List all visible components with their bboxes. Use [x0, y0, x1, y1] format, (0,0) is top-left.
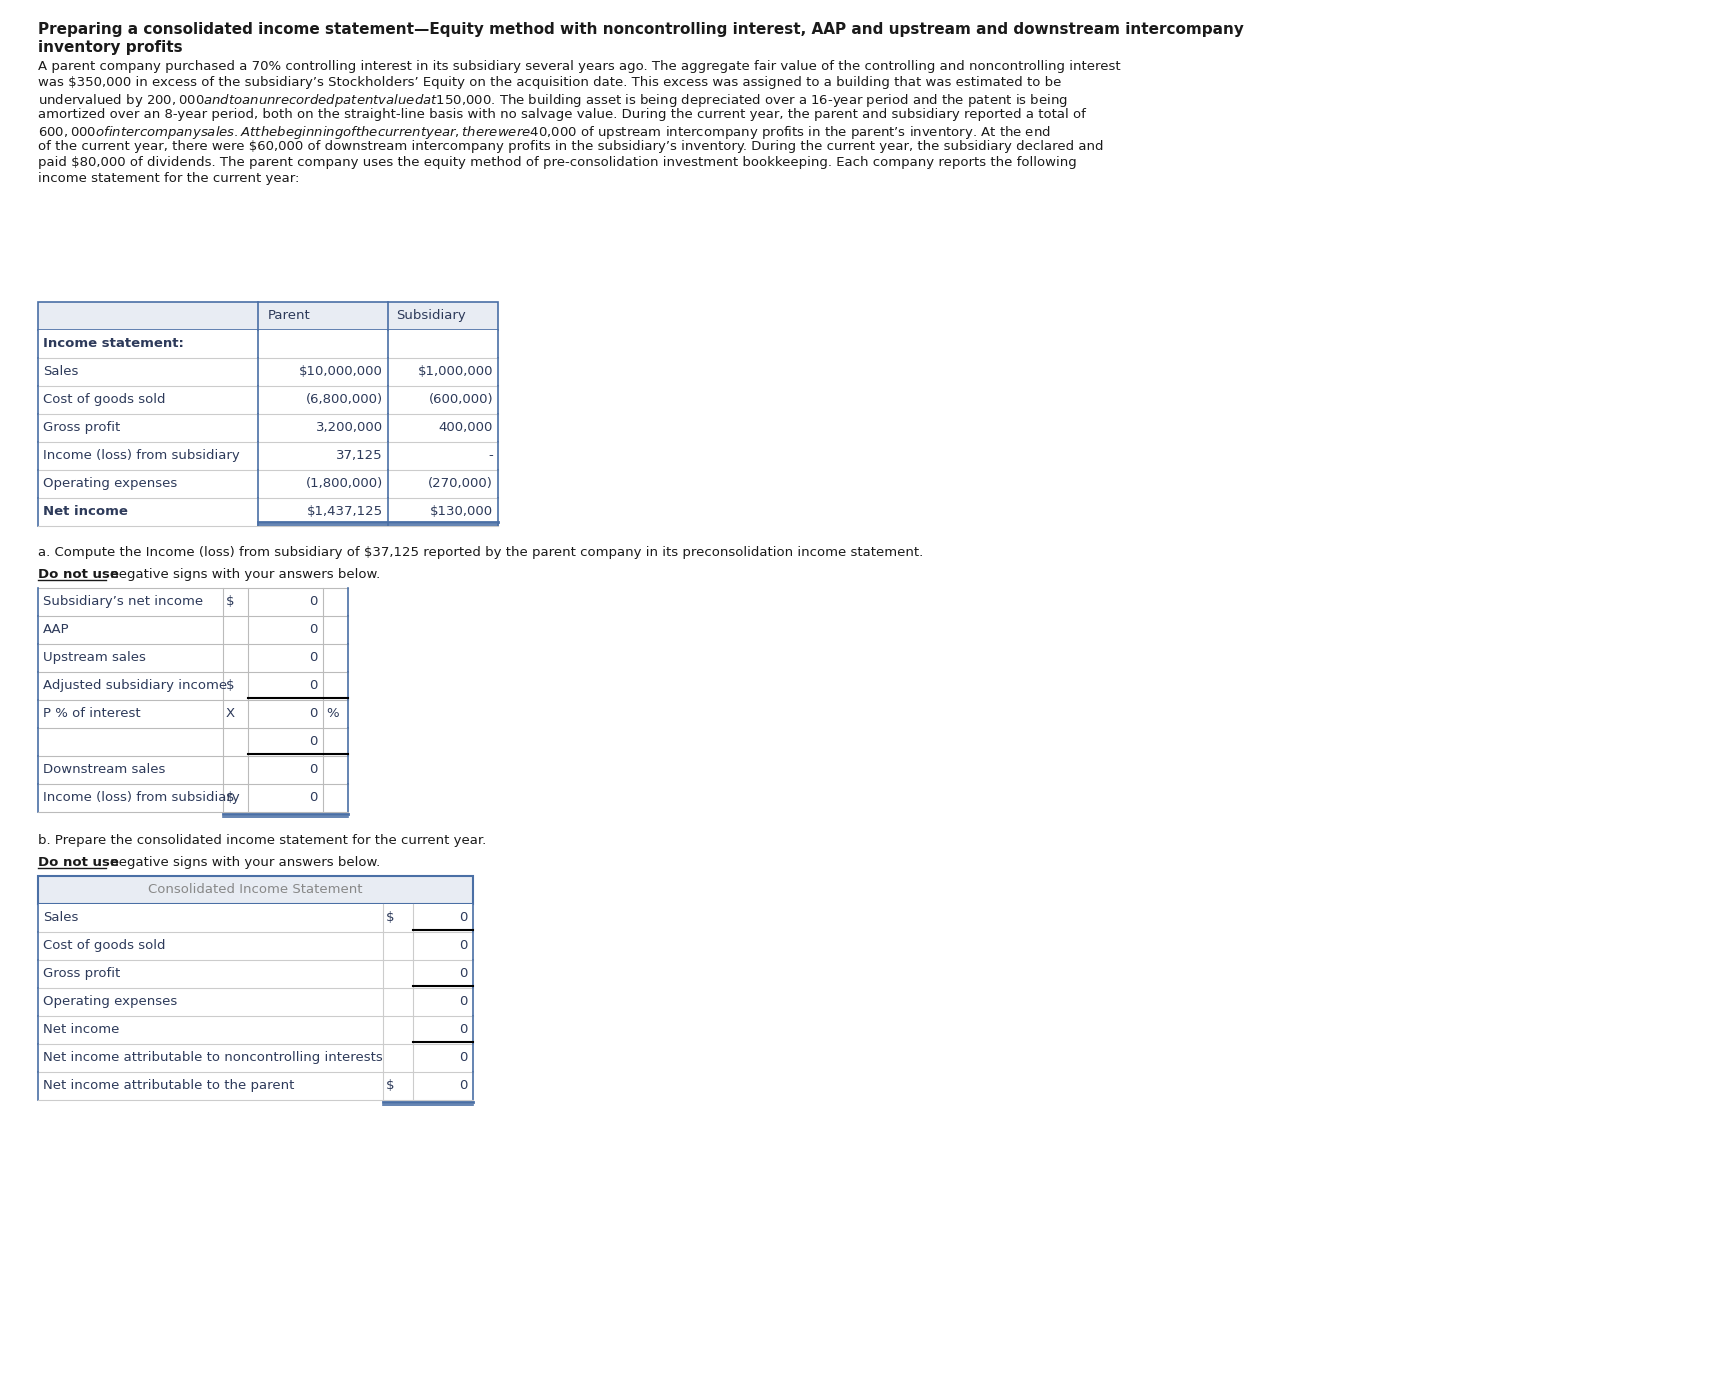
Text: $1,437,125: $1,437,125	[307, 505, 383, 519]
Bar	[38, 960, 473, 988]
Text: Sales: Sales	[43, 365, 78, 378]
Text: $130,000: $130,000	[430, 505, 494, 519]
Bar	[38, 875, 473, 903]
Text: a. Compute the Income (loss) from subsidiary of $37,125 reported by the parent c: a. Compute the Income (loss) from subsid…	[38, 546, 923, 559]
Text: $: $	[225, 679, 234, 691]
Text: Operating expenses: Operating expenses	[43, 477, 177, 491]
Text: %: %	[326, 707, 339, 719]
Bar	[38, 498, 499, 526]
Bar	[38, 358, 499, 386]
Text: 0: 0	[310, 790, 319, 804]
Text: Net income attributable to noncontrolling interests: Net income attributable to noncontrollin…	[43, 1051, 383, 1064]
Text: Income (loss) from subsidiary: Income (loss) from subsidiary	[43, 449, 239, 461]
Bar	[38, 1016, 473, 1044]
Text: undervalued by $200,000 and to an unrecorded patent valued at $150,000. The buil: undervalued by $200,000 and to an unreco…	[38, 92, 1067, 109]
Text: negative signs with your answers below.: negative signs with your answers below.	[106, 567, 381, 581]
Text: 0: 0	[459, 1023, 468, 1036]
Text: 0: 0	[459, 912, 468, 924]
Text: AAP: AAP	[43, 623, 69, 636]
Text: Downstream sales: Downstream sales	[43, 763, 165, 776]
Bar	[38, 414, 499, 442]
Text: Sales: Sales	[43, 912, 78, 924]
Text: A parent company purchased a 70% controlling interest in its subsidiary several : A parent company purchased a 70% control…	[38, 60, 1121, 72]
Text: (1,800,000): (1,800,000)	[307, 477, 383, 491]
Text: Gross profit: Gross profit	[43, 967, 120, 980]
Text: 0: 0	[310, 679, 319, 691]
Bar	[38, 1072, 473, 1100]
Bar	[38, 302, 499, 330]
Bar	[38, 442, 499, 470]
Text: Gross profit: Gross profit	[43, 421, 120, 434]
Bar	[38, 1044, 473, 1072]
Text: Preparing a consolidated income statement—Equity method with noncontrolling inte: Preparing a consolidated income statemen…	[38, 22, 1244, 38]
Text: $10,000,000: $10,000,000	[300, 365, 383, 378]
Bar	[38, 330, 499, 358]
Text: 0: 0	[310, 623, 319, 636]
Text: Consolidated Income Statement: Consolidated Income Statement	[147, 882, 362, 896]
Text: Adjusted subsidiary income: Adjusted subsidiary income	[43, 679, 227, 691]
Text: 3,200,000: 3,200,000	[315, 421, 383, 434]
Text: 0: 0	[459, 967, 468, 980]
Bar	[38, 988, 473, 1016]
Text: Net income attributable to the parent: Net income attributable to the parent	[43, 1079, 294, 1092]
Text: $600,000 of intercompany sales. At the beginning of the current year, there were: $600,000 of intercompany sales. At the b…	[38, 124, 1051, 141]
Text: 0: 0	[310, 763, 319, 776]
Text: Income statement:: Income statement:	[43, 337, 184, 350]
Text: Cost of goods sold: Cost of goods sold	[43, 940, 166, 952]
Text: 0: 0	[310, 595, 319, 608]
Text: 37,125: 37,125	[336, 449, 383, 461]
Text: $: $	[225, 595, 234, 608]
Text: $: $	[386, 1079, 395, 1092]
Text: Subsidiary’s net income: Subsidiary’s net income	[43, 595, 203, 608]
Text: 0: 0	[459, 995, 468, 1008]
Text: negative signs with your answers below.: negative signs with your answers below.	[106, 856, 381, 868]
Text: Cost of goods sold: Cost of goods sold	[43, 393, 166, 406]
Text: P % of interest: P % of interest	[43, 707, 140, 719]
Text: amortized over an 8-year period, both on the straight-line basis with no salvage: amortized over an 8-year period, both on…	[38, 107, 1086, 121]
Text: 0: 0	[310, 707, 319, 719]
Text: Net income: Net income	[43, 1023, 120, 1036]
Bar	[38, 470, 499, 498]
Text: inventory profits: inventory profits	[38, 40, 182, 54]
Text: 400,000: 400,000	[438, 421, 494, 434]
Text: X: X	[225, 707, 236, 719]
Text: income statement for the current year:: income statement for the current year:	[38, 171, 300, 185]
Text: Do not use: Do not use	[38, 567, 120, 581]
Text: Parent: Parent	[268, 309, 310, 322]
Text: $1,000,000: $1,000,000	[417, 365, 494, 378]
Text: 0: 0	[310, 651, 319, 664]
Bar	[38, 903, 473, 933]
Text: Upstream sales: Upstream sales	[43, 651, 145, 664]
Text: Subsidiary: Subsidiary	[397, 309, 466, 322]
Text: -: -	[488, 449, 494, 461]
Text: (6,800,000): (6,800,000)	[307, 393, 383, 406]
Text: (600,000): (600,000)	[428, 393, 494, 406]
Text: Operating expenses: Operating expenses	[43, 995, 177, 1008]
Bar	[38, 386, 499, 414]
Bar	[38, 933, 473, 960]
Text: $: $	[386, 912, 395, 924]
Text: 0: 0	[459, 940, 468, 952]
Text: Net income: Net income	[43, 505, 128, 519]
Text: 0: 0	[459, 1051, 468, 1064]
Text: paid $80,000 of dividends. The parent company uses the equity method of pre-cons: paid $80,000 of dividends. The parent co…	[38, 156, 1077, 169]
Text: 0: 0	[459, 1079, 468, 1092]
Text: was $350,000 in excess of the subsidiary’s Stockholders’ Equity on the acquisiti: was $350,000 in excess of the subsidiary…	[38, 77, 1062, 89]
Text: b. Prepare the consolidated income statement for the current year.: b. Prepare the consolidated income state…	[38, 834, 487, 848]
Text: Income (loss) from subsidiary: Income (loss) from subsidiary	[43, 790, 239, 804]
Text: $: $	[225, 790, 234, 804]
Text: Do not use: Do not use	[38, 856, 120, 868]
Text: (270,000): (270,000)	[428, 477, 494, 491]
Text: 0: 0	[310, 735, 319, 749]
Text: of the current year, there were $60,000 of downstream intercompany profits in th: of the current year, there were $60,000 …	[38, 139, 1103, 153]
